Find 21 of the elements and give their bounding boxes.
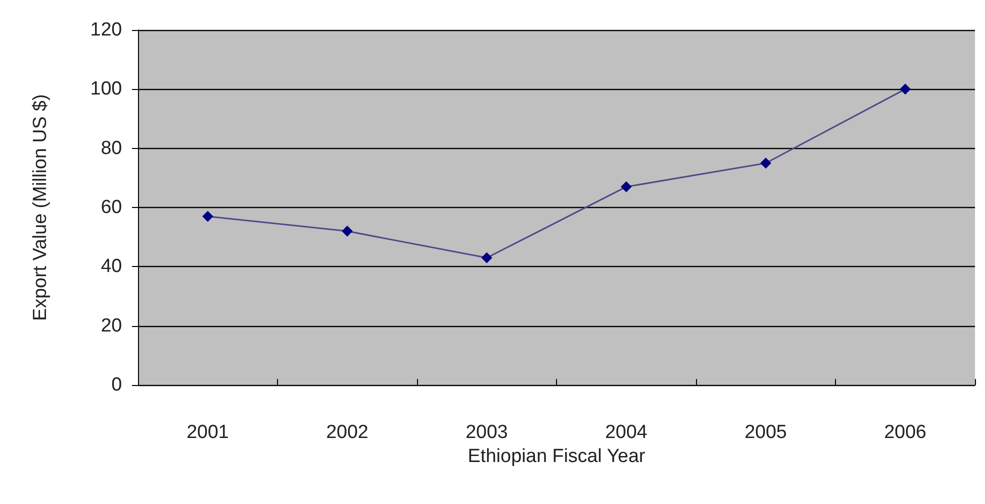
x-tick-label: 2002 <box>326 422 368 443</box>
x-tick-label: 2005 <box>744 422 787 443</box>
x-tick-label: 2006 <box>884 422 926 443</box>
y-tick-label: 0 <box>111 374 122 396</box>
y-axis-title: Export Value (Million US $) <box>30 94 51 321</box>
y-tick-label: 60 <box>100 197 122 218</box>
point <box>900 84 911 95</box>
x-axis-title: Ethiopian Fiscal Year <box>468 446 646 467</box>
y-tick-label: 40 <box>100 256 122 278</box>
point <box>760 158 772 169</box>
y-tick-label: 120 <box>90 20 122 40</box>
y-tick-label: 20 <box>100 315 122 336</box>
point <box>620 181 632 192</box>
y-tick-label: 80 <box>100 138 122 159</box>
x-tick-label: 2004 <box>605 422 648 443</box>
point <box>481 252 492 264</box>
point <box>202 210 214 222</box>
x-tick-label: 2003 <box>466 422 508 443</box>
point <box>342 226 353 237</box>
x-tick-label: 2001 <box>186 422 229 443</box>
y-tick-label: 100 <box>90 78 122 100</box>
